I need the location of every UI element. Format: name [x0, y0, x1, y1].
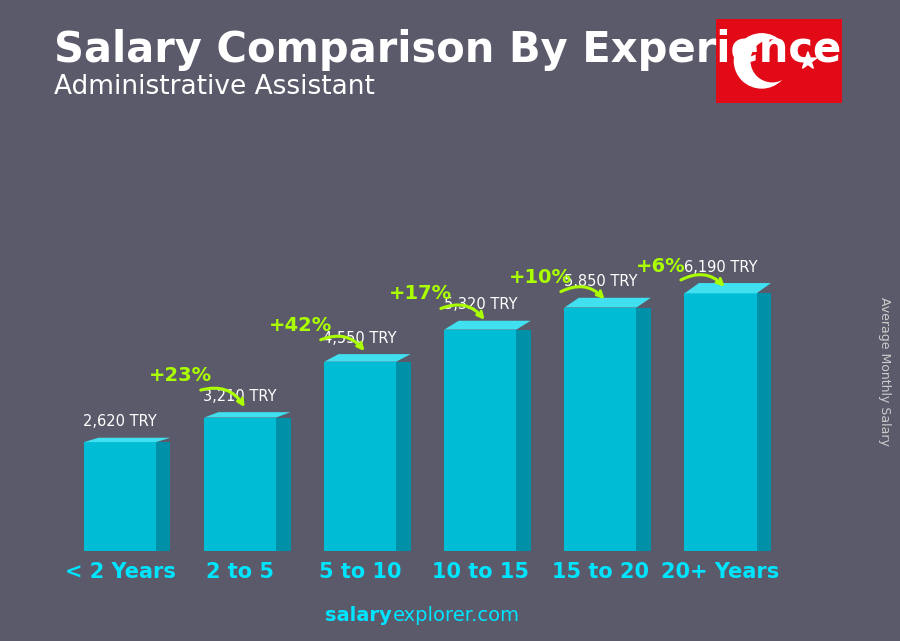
Polygon shape: [799, 52, 816, 69]
Text: 4,550 TRY: 4,550 TRY: [323, 331, 397, 345]
Polygon shape: [324, 354, 410, 362]
Polygon shape: [276, 417, 291, 551]
Text: +10%: +10%: [508, 268, 572, 287]
Circle shape: [752, 40, 793, 81]
Text: explorer.com: explorer.com: [393, 606, 520, 625]
Polygon shape: [396, 362, 410, 551]
Text: +6%: +6%: [635, 257, 685, 276]
Text: +17%: +17%: [389, 285, 452, 303]
Text: 6,190 TRY: 6,190 TRY: [684, 260, 757, 275]
Bar: [324, 362, 396, 551]
Bar: [84, 442, 156, 551]
Text: Average Monthly Salary: Average Monthly Salary: [878, 297, 890, 446]
Polygon shape: [204, 412, 291, 417]
Text: salary: salary: [325, 606, 392, 625]
Bar: [204, 417, 276, 551]
Polygon shape: [564, 298, 651, 308]
Polygon shape: [685, 283, 771, 294]
Polygon shape: [517, 329, 531, 551]
Text: 3,210 TRY: 3,210 TRY: [203, 389, 277, 404]
Text: 2,620 TRY: 2,620 TRY: [83, 414, 157, 429]
Text: 5,320 TRY: 5,320 TRY: [444, 297, 518, 312]
FancyBboxPatch shape: [712, 16, 845, 106]
Polygon shape: [84, 438, 170, 442]
Text: Salary Comparison By Experience: Salary Comparison By Experience: [54, 29, 842, 71]
Bar: [564, 308, 636, 551]
Polygon shape: [636, 308, 651, 551]
Polygon shape: [757, 294, 771, 551]
Text: +42%: +42%: [268, 315, 332, 335]
Bar: [685, 294, 757, 551]
Text: 5,850 TRY: 5,850 TRY: [563, 274, 637, 290]
Bar: [445, 329, 517, 551]
Polygon shape: [156, 442, 170, 551]
Circle shape: [734, 34, 789, 88]
Polygon shape: [445, 320, 531, 329]
Text: +23%: +23%: [148, 365, 211, 385]
Text: Administrative Assistant: Administrative Assistant: [54, 74, 375, 100]
